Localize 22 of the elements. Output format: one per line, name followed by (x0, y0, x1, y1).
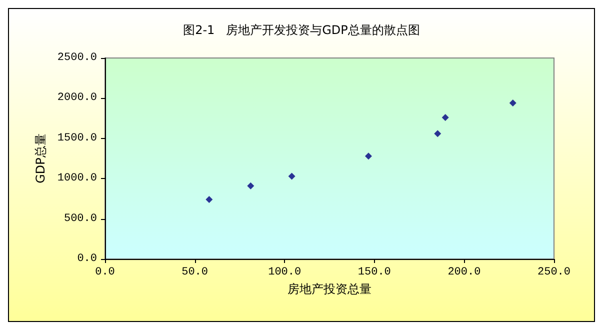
x-tick-label: 50.0 (182, 266, 208, 278)
point (364, 152, 372, 160)
point (442, 114, 449, 121)
chart-title: 图2-1 房地产开发投资与GDP总量的散点图 (183, 23, 420, 37)
y-tick-label: 2500.0 (57, 52, 97, 64)
point (247, 182, 254, 190)
x-tick-label: 150.0 (358, 266, 391, 278)
y-tick-label: 2000.0 (57, 92, 97, 104)
y-tick-label: 500.0 (64, 212, 97, 225)
y-tick-label: 1500.0 (57, 132, 97, 144)
y-axis-title: GDP总量 (33, 134, 48, 184)
point (434, 130, 442, 138)
x-tick-label: 100.0 (268, 266, 302, 278)
y-tick-label: 0.0 (77, 253, 97, 265)
y-tick-label: 1000.0 (57, 172, 97, 185)
x-axis-title: 房地产投资总量 (288, 282, 372, 296)
x-tick-label: 250.0 (537, 266, 571, 278)
x-tick-label: 200.0 (448, 266, 481, 278)
point (206, 196, 213, 204)
point (509, 100, 516, 107)
x-tick-label: 0.0 (95, 266, 115, 278)
point (288, 172, 296, 180)
